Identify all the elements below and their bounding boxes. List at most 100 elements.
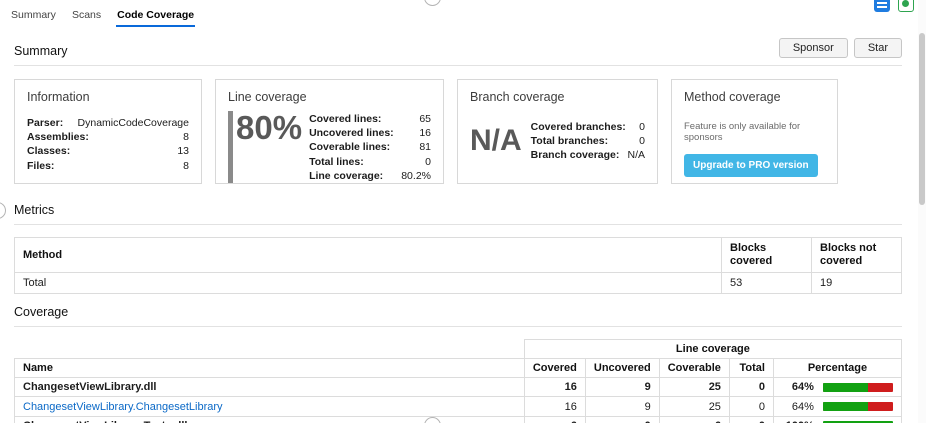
coverage-col-total: Total (728, 358, 774, 379)
coverage-bar (823, 421, 893, 423)
lc-label: Total lines: (309, 155, 364, 168)
method-coverage-card: Method coverage Feature is only availabl… (671, 79, 838, 184)
bc-label: Total branches: (530, 135, 609, 148)
info-label: Assemblies: (27, 131, 89, 144)
lc-row-total: Total lines: 0 (309, 155, 431, 169)
percentage-value: 64% (791, 381, 814, 394)
tab-bar: Summary Scans Code Coverage (0, 0, 926, 27)
covered-cell: 16 (523, 377, 586, 398)
metrics-col-blocks-not-covered: Blocks not covered (811, 236, 902, 274)
metrics-section-title: Metrics (14, 203, 55, 217)
bc-label: Covered branches: (530, 121, 626, 133)
metrics-blocks-not-covered-cell: 19 (811, 272, 902, 295)
bc-value: 0 (639, 121, 645, 133)
lc-value: 0 (425, 155, 431, 168)
upgrade-pro-button[interactable]: Upgrade to PRO version (684, 154, 818, 177)
lc-value: 16 (419, 127, 431, 140)
coverage-col-covered: Covered (523, 358, 586, 379)
blue-chat-extension-icon[interactable] (874, 0, 890, 12)
metrics-table: Method Blocks covered Blocks not covered… (14, 236, 902, 295)
tab-code-coverage[interactable]: Code Coverage (116, 7, 196, 27)
metrics-total-row: Total 53 19 (14, 272, 902, 295)
uncovered-cell: 9 (584, 377, 660, 398)
green-chat-extension-icon[interactable] (898, 0, 914, 12)
coverable-cell: 25 (658, 396, 730, 417)
percentage-cell: 100% (772, 415, 903, 423)
metrics-section-header: Metrics (14, 192, 902, 225)
coverable-cell: 6 (658, 415, 730, 423)
coverage-col-percentage: Percentage (772, 358, 903, 379)
bc-label: Branch coverage: (530, 149, 620, 162)
percentage-cell: 64% (772, 377, 903, 398)
info-value: 8 (183, 131, 189, 144)
info-label: Classes: (27, 145, 71, 158)
metrics-method-cell: Total (14, 272, 722, 295)
info-row-parser: Parser: DynamicCodeCoverage (27, 116, 189, 130)
total-cell: 0 (728, 396, 774, 417)
branch-coverage-card: Branch coverage N/A Covered branches: 0 … (457, 79, 658, 184)
uncovered-cell: 0 (584, 415, 660, 423)
percentage-value: 100% (782, 420, 814, 423)
lc-value: 80.2% (401, 169, 431, 182)
branch-coverage-card-title: Branch coverage (470, 90, 565, 104)
lc-row-coverable: Coverable lines: 81 (309, 140, 431, 154)
coverage-row-tests-assembly: ChangesetViewLibrary.Tests.dll 6 0 6 0 1… (14, 415, 903, 423)
info-label: Parser: (27, 117, 64, 129)
lc-row-covered: Covered lines: 65 (309, 112, 431, 126)
method-coverage-card-title: Method coverage (684, 90, 781, 104)
class-link[interactable]: ChangesetViewLibrary.ChangesetLibrary (23, 400, 223, 413)
bc-value: N/A (627, 149, 645, 162)
sponsor-button[interactable]: Sponsor (778, 38, 848, 58)
information-card-title: Information (27, 90, 90, 104)
metrics-header-row: Method Blocks covered Blocks not covered (14, 236, 902, 274)
coverage-group-header-row: Line coverage (14, 339, 903, 360)
method-coverage-note: Feature is only available for sponsors (684, 121, 801, 143)
class-name-cell: ChangesetViewLibrary.ChangesetLibrary (14, 396, 525, 417)
coverage-header-row: Name Covered Uncovered Coverable Total P… (14, 358, 903, 379)
bc-row-branch-coverage: Branch coverage: N/A (531, 148, 645, 162)
lc-label: Coverable lines: (309, 141, 391, 154)
line-coverage-card-title: Line coverage (228, 90, 307, 104)
percentage-cell: 64% (772, 396, 903, 417)
tab-scans[interactable]: Scans (71, 9, 102, 21)
bc-row-total: Total branches: 0 (531, 134, 645, 148)
coverage-row-assembly: ChangesetViewLibrary.dll 16 9 25 0 64% (14, 377, 903, 398)
coverage-col-name: Name (14, 358, 525, 379)
coverage-row-class: ChangesetViewLibrary.ChangesetLibrary 16… (14, 396, 903, 417)
coverage-table: Line coverage Name Covered Uncovered Cov… (14, 339, 903, 423)
total-cell: 0 (728, 415, 774, 423)
browser-extension-icons (874, 0, 914, 12)
coverage-group-empty-cell (14, 339, 525, 360)
info-row-classes: Classes: 13 (27, 144, 189, 158)
lc-label: Covered lines: (309, 113, 382, 125)
line-coverage-group-header: Line coverage (523, 339, 903, 360)
coverage-section-title: Coverage (14, 305, 69, 320)
coverable-cell: 25 (658, 377, 730, 398)
info-value: DynamicCodeCoverage (77, 117, 189, 129)
lc-row-line-coverage: Line coverage: 80.2% (309, 169, 431, 183)
line-coverage-card: Line coverage 80% Covered lines: 65 Unco… (215, 79, 444, 184)
lc-label: Line coverage: (309, 169, 384, 182)
uncovered-cell: 9 (584, 396, 660, 417)
info-label: Files: (27, 159, 55, 172)
metrics-col-blocks-covered: Blocks covered (721, 236, 812, 274)
information-card: Information Parser: DynamicCodeCoverage … (14, 79, 202, 184)
covered-cell: 16 (523, 396, 586, 417)
total-cell: 0 (728, 377, 774, 398)
vertical-scrollbar[interactable] (918, 0, 926, 423)
info-value: 8 (183, 159, 189, 172)
coverage-section-header: Coverage (14, 294, 902, 328)
tab-summary[interactable]: Summary (11, 9, 56, 21)
assembly-name-cell: ChangesetViewLibrary.dll (14, 377, 525, 398)
covered-cell: 6 (523, 415, 586, 423)
lc-row-uncovered: Uncovered lines: 16 (309, 126, 431, 140)
summary-section-title: Summary (14, 44, 68, 58)
info-row-files: Files: 8 (27, 159, 189, 173)
assembly-name-cell: ChangesetViewLibrary.Tests.dll (14, 415, 525, 423)
info-row-assemblies: Assemblies: 8 (27, 130, 189, 144)
scrollbar-thumb[interactable] (919, 33, 925, 205)
coverage-col-uncovered: Uncovered (584, 358, 660, 379)
metrics-blocks-covered-cell: 53 (721, 272, 812, 295)
star-button[interactable]: Star (853, 38, 902, 58)
bc-row-covered: Covered branches: 0 (531, 120, 645, 134)
